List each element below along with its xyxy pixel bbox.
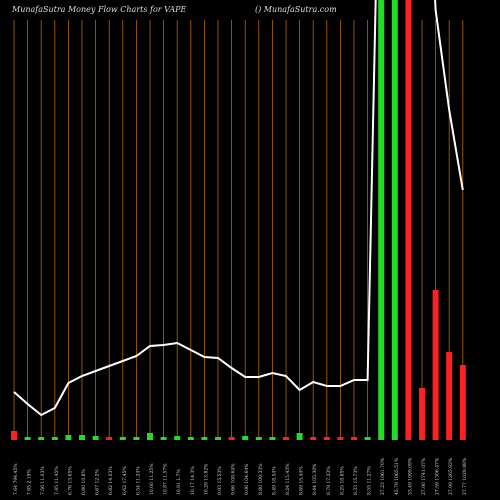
bar (283, 437, 289, 440)
x-tick-label: 27.59 1306.47% (435, 457, 441, 495)
x-tick-label: 8.24 115.43% (285, 463, 291, 495)
chart-subtitle: () MunafaSutra.com (255, 5, 337, 14)
x-tick-label: 10.00 11.25% (149, 463, 155, 495)
x-tick-label: 9.06 104.64% (244, 463, 250, 495)
bar (269, 437, 276, 440)
chart-title: MunafaSutra Money Flow Charts for VAPE (11, 5, 187, 14)
bar (106, 437, 113, 440)
bar (160, 437, 167, 440)
bar (296, 433, 303, 440)
bar (378, 0, 385, 440)
bar (228, 437, 235, 440)
x-tick-label: 6.67 12.2% (95, 469, 101, 495)
bar (337, 437, 344, 440)
bar (201, 437, 208, 440)
bar (79, 435, 85, 440)
bar (446, 352, 453, 440)
x-tick-label: 7.65 2.19% (27, 469, 33, 495)
x-tick-label: 9.66 108.64% (231, 463, 237, 495)
x-tick-label: 8.49 18.54% (271, 466, 277, 495)
x-tick-label: 7.64 794.45% (13, 463, 19, 495)
x-tick-label: 6.82 14.03% (108, 466, 114, 495)
x-tick-label: 7.45 11.45% (54, 466, 60, 495)
bar (432, 290, 439, 440)
x-tick-label: 8.44 105.30% (312, 463, 318, 495)
x-tick-label: 6.54 11.24% (135, 466, 141, 495)
x-tick-label: 10.81 1.7% (176, 469, 182, 495)
bar (133, 437, 140, 440)
x-tick-label: 9.93 15.53% (217, 466, 223, 495)
bar (405, 0, 412, 440)
x-tick-label: 33.49 1099.09% (407, 457, 413, 495)
bar (242, 436, 249, 440)
x-tick-label: 45.78 1065.51% (394, 457, 400, 495)
x-tick-label: 6.62 17.45% (122, 466, 128, 495)
bar (11, 431, 17, 440)
x-tick-label: 8.55 11.27% (367, 466, 373, 495)
bar (323, 437, 330, 440)
bar (391, 0, 398, 440)
bar (419, 388, 425, 440)
x-tick-label: 27.99 1265.93% (448, 457, 454, 495)
bar (147, 433, 153, 440)
x-tick-label: 27.90 1741.07% (421, 457, 427, 495)
x-tick-label: 7.56 11.03% (40, 466, 46, 495)
bar (351, 437, 357, 440)
bar (459, 365, 466, 440)
money-flow-line (13, 0, 464, 417)
x-tick-label: 10.17 14.3% (190, 466, 196, 495)
x-tick-label: 8.79 17.23% (326, 466, 332, 495)
x-tick-label: 6.76 13.65% (67, 466, 73, 495)
bar (364, 437, 371, 440)
x-tick-label: 10.87 11.57% (163, 463, 169, 495)
x-tick-label: 8.33 15.73% (353, 466, 359, 495)
x-tick-label: 10.29 13.82% (203, 463, 209, 495)
x-labels: 7.64 794.45% 7.65 2.19% 7.56 11.03% 7.45 11… (13, 457, 468, 495)
x-tick-label: 8.25 18.85% (339, 466, 345, 495)
grid (13, 20, 464, 440)
bar (24, 437, 31, 440)
bar (119, 437, 126, 440)
bars (11, 0, 466, 440)
bar (215, 437, 221, 440)
bar (310, 437, 317, 440)
bar (187, 437, 194, 440)
bar (51, 437, 58, 440)
line-layer (13, 0, 464, 417)
x-tick-label: 27.77 1029.88% (462, 457, 468, 495)
bar (174, 436, 181, 440)
x-tick-label: 6.80 10.8% (81, 469, 87, 495)
x-tick-label: 27.23 1061.70% (380, 457, 386, 495)
x-tick-label: 8.80 109.33% (258, 463, 264, 495)
bar (255, 437, 262, 440)
bar (38, 437, 45, 440)
x-tick-label: 8.69 15.44% (299, 466, 305, 495)
bar (65, 435, 72, 440)
bar (92, 436, 99, 440)
